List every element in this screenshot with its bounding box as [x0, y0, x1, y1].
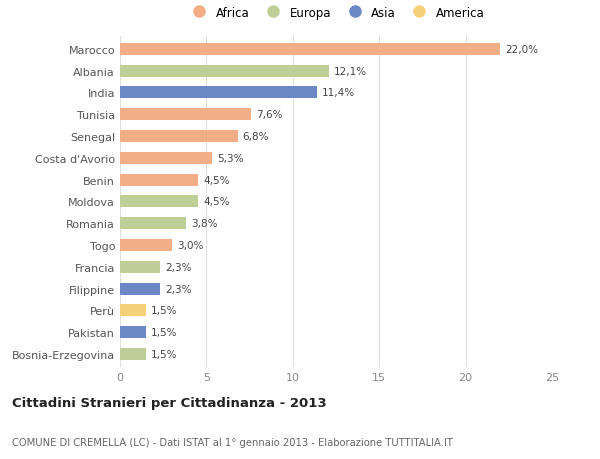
Bar: [120, 305, 146, 317]
Text: 4,5%: 4,5%: [203, 175, 229, 185]
Bar: [120, 66, 329, 78]
Text: 3,0%: 3,0%: [177, 241, 203, 251]
Text: 12,1%: 12,1%: [334, 67, 367, 77]
Bar: [120, 109, 251, 121]
Text: 11,4%: 11,4%: [322, 88, 355, 98]
Text: 5,3%: 5,3%: [217, 153, 243, 163]
Bar: [120, 131, 238, 143]
Text: 22,0%: 22,0%: [505, 45, 538, 55]
Text: Cittadini Stranieri per Cittadinanza - 2013: Cittadini Stranieri per Cittadinanza - 2…: [12, 396, 326, 409]
Bar: [120, 218, 185, 230]
Text: 6,8%: 6,8%: [242, 132, 269, 142]
Text: 1,5%: 1,5%: [151, 327, 178, 337]
Bar: [120, 240, 172, 252]
Bar: [120, 44, 500, 56]
Bar: [120, 326, 146, 338]
Bar: [120, 152, 212, 164]
Bar: [120, 283, 160, 295]
Text: 2,3%: 2,3%: [165, 262, 191, 272]
Text: COMUNE DI CREMELLA (LC) - Dati ISTAT al 1° gennaio 2013 - Elaborazione TUTTITALI: COMUNE DI CREMELLA (LC) - Dati ISTAT al …: [12, 437, 453, 447]
Bar: [120, 261, 160, 273]
Bar: [120, 174, 198, 186]
Text: 7,6%: 7,6%: [257, 110, 283, 120]
Text: 1,5%: 1,5%: [151, 306, 178, 316]
Bar: [120, 196, 198, 208]
Text: 4,5%: 4,5%: [203, 197, 229, 207]
Bar: [120, 87, 317, 99]
Text: 2,3%: 2,3%: [165, 284, 191, 294]
Text: 1,5%: 1,5%: [151, 349, 178, 359]
Bar: [120, 348, 146, 360]
Text: 3,8%: 3,8%: [191, 218, 217, 229]
Legend: Africa, Europa, Asia, America: Africa, Europa, Asia, America: [184, 3, 488, 23]
